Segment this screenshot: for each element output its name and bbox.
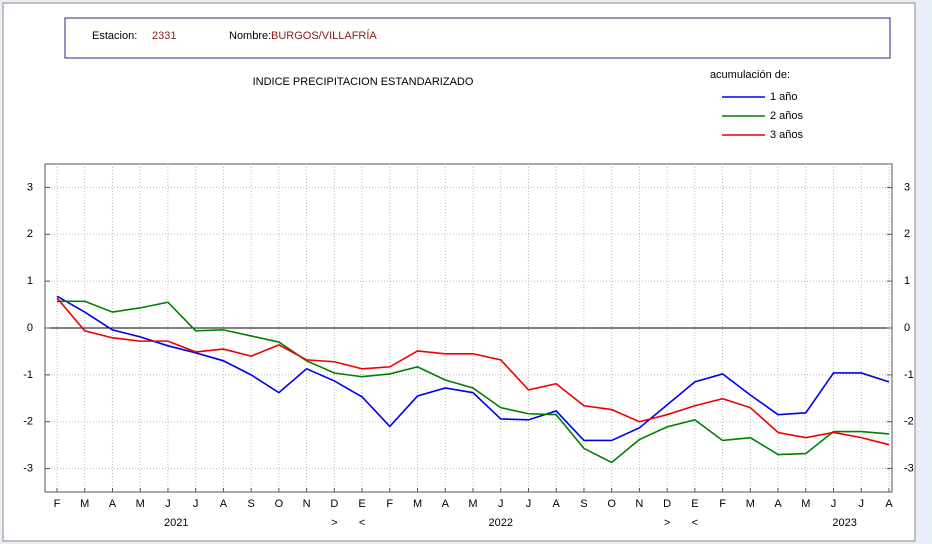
y-tick-label: 0 xyxy=(27,322,33,334)
x-tick-label: M xyxy=(801,498,810,510)
y2-tick-label: -3 xyxy=(904,462,914,474)
series-line xyxy=(56,297,890,446)
x-tick-label: O xyxy=(607,498,616,510)
year-break: < xyxy=(692,517,698,529)
year-break: < xyxy=(359,517,365,529)
series-line xyxy=(57,300,890,464)
year-label: 2023 xyxy=(832,517,856,529)
x-tick-label: D xyxy=(663,498,671,510)
y2-tick-label: 0 xyxy=(904,322,910,334)
x-tick-label: A xyxy=(885,498,893,510)
y2-tick-label: 3 xyxy=(904,181,910,193)
x-tick-label: A xyxy=(442,498,450,510)
x-tick-label: E xyxy=(358,498,365,510)
x-tick-label: M xyxy=(746,498,755,510)
year-break: > xyxy=(664,517,670,529)
x-tick-label: M xyxy=(80,498,89,510)
legend-label: 2 años xyxy=(770,110,804,122)
y-tick-label: -2 xyxy=(23,416,33,428)
year-label: 2021 xyxy=(164,517,188,529)
year-label: 2022 xyxy=(488,517,512,529)
x-tick-label: A xyxy=(109,498,117,510)
station-name: BURGOS/VILLAFRÍA xyxy=(271,29,377,42)
legend-title: acumulación de: xyxy=(710,69,790,81)
x-tick-label: O xyxy=(275,498,284,510)
x-tick-label: N xyxy=(303,498,311,510)
x-tick-label: J xyxy=(498,498,504,510)
x-tick-label: N xyxy=(635,498,643,510)
y-tick-label: -1 xyxy=(23,369,33,381)
x-tick-label: S xyxy=(247,498,254,510)
series-line xyxy=(56,295,890,442)
x-tick-label: A xyxy=(220,498,228,510)
x-tick-label: J xyxy=(859,498,865,510)
y2-tick-label: -1 xyxy=(904,369,914,381)
legend-label: 3 años xyxy=(770,129,804,141)
name-label: Nombre: xyxy=(229,30,271,42)
x-tick-label: J xyxy=(831,498,837,510)
y2-tick-label: -2 xyxy=(904,416,914,428)
year-break: > xyxy=(331,517,337,529)
x-tick-label: E xyxy=(691,498,698,510)
chart-title: INDICE PRECIPITACION ESTANDARIZADO xyxy=(253,76,474,88)
x-tick-label: A xyxy=(774,498,782,510)
y-tick-label: 2 xyxy=(27,228,33,240)
x-tick-label: S xyxy=(580,498,587,510)
x-tick-label: J xyxy=(193,498,199,510)
y2-tick-label: 1 xyxy=(904,275,910,287)
y2-tick-label: 2 xyxy=(904,228,910,240)
station-code: 2331 xyxy=(152,30,176,42)
x-tick-label: D xyxy=(330,498,338,510)
station-label: Estacion: xyxy=(92,30,137,42)
y-tick-label: 1 xyxy=(27,275,33,287)
y-tick-label: 3 xyxy=(27,181,33,193)
x-tick-label: J xyxy=(526,498,532,510)
x-tick-label: F xyxy=(719,498,726,510)
header-box xyxy=(64,17,891,59)
x-tick-label: J xyxy=(165,498,171,510)
y-tick-label: -3 xyxy=(23,462,33,474)
legend-label: 1 año xyxy=(770,91,798,103)
x-tick-label: A xyxy=(553,498,561,510)
x-tick-label: M xyxy=(413,498,422,510)
x-tick-label: F xyxy=(54,498,61,510)
x-tick-label: M xyxy=(136,498,145,510)
x-tick-label: M xyxy=(468,498,477,510)
x-tick-label: F xyxy=(386,498,393,510)
